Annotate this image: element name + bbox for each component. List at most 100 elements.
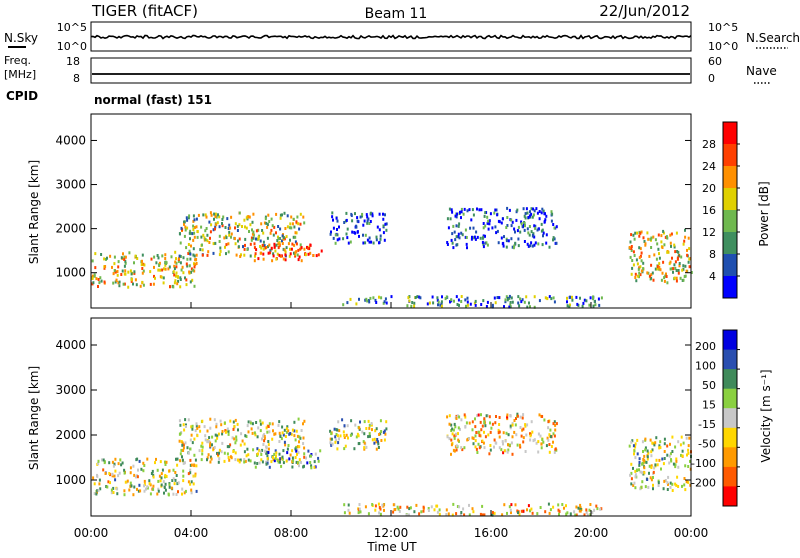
data-point (670, 244, 672, 248)
colorbar-tick-label: 16 (702, 204, 716, 217)
data-point (372, 241, 375, 245)
data-point (251, 220, 254, 224)
data-point (241, 439, 244, 443)
data-point (181, 265, 184, 269)
data-point (409, 506, 412, 510)
data-point (638, 266, 641, 270)
data-point (176, 457, 179, 461)
data-point (523, 221, 526, 225)
data-point (151, 469, 154, 473)
data-point (233, 237, 236, 241)
data-point (515, 433, 518, 437)
data-point (179, 241, 182, 245)
data-point (209, 230, 212, 234)
x-tick-label: 04:00 (174, 526, 209, 540)
data-point (357, 434, 360, 438)
data-point (263, 221, 266, 225)
data-point (646, 455, 649, 459)
data-point (458, 505, 461, 509)
data-point (656, 463, 659, 467)
data-point (639, 231, 642, 235)
data-point (184, 228, 187, 232)
data-point (436, 296, 439, 300)
data-point (346, 424, 349, 428)
data-point (456, 212, 459, 216)
data-point (238, 223, 241, 227)
data-point (156, 492, 159, 496)
data-point (383, 508, 385, 512)
data-point (124, 261, 127, 265)
data-point (282, 247, 285, 251)
data-point (345, 211, 348, 215)
data-point (485, 305, 488, 308)
data-point (278, 237, 281, 240)
data-point (536, 512, 539, 516)
data-point (646, 271, 649, 275)
data-point (172, 492, 175, 496)
data-point (259, 239, 262, 243)
data-point (463, 207, 466, 211)
data-point (234, 441, 237, 445)
data-point (329, 437, 332, 441)
data-point (229, 226, 232, 230)
data-point (684, 235, 687, 239)
data-point (505, 245, 508, 249)
data-point (295, 220, 298, 224)
data-point (458, 415, 461, 419)
data-point (97, 278, 100, 281)
data-point (506, 224, 509, 227)
colorbar-tick-label: 15 (702, 398, 716, 411)
data-point (514, 241, 517, 245)
data-point (671, 256, 673, 260)
data-point (630, 482, 633, 486)
data-point (652, 278, 655, 282)
data-point (194, 429, 197, 433)
colorbar-segment (723, 447, 737, 468)
data-point (161, 468, 164, 472)
data-point (358, 503, 361, 506)
data-point (523, 214, 526, 218)
data-point (474, 417, 476, 421)
data-point (663, 279, 666, 283)
data-point (529, 434, 532, 438)
data-point (253, 242, 256, 246)
data-point (510, 511, 512, 515)
data-point (541, 243, 544, 247)
data-point (247, 420, 250, 424)
data-point (644, 448, 647, 452)
data-point (277, 237, 280, 241)
data-point (501, 440, 504, 444)
data-point (295, 460, 298, 464)
data-point (331, 442, 334, 446)
data-point (194, 458, 197, 462)
data-point (100, 253, 103, 256)
data-point (459, 513, 462, 517)
data-point (476, 235, 479, 239)
data-point (137, 468, 139, 472)
date-label: 22/Jun/2012 (599, 2, 690, 20)
data-point (682, 267, 685, 271)
data-point (537, 440, 540, 444)
data-point (306, 461, 309, 465)
data-point (523, 300, 526, 304)
data-point (513, 419, 516, 422)
data-point (653, 253, 656, 257)
data-point (254, 252, 257, 256)
data-point (662, 487, 665, 491)
data-point (267, 443, 270, 447)
data-point (674, 482, 677, 486)
data-point (511, 245, 514, 249)
data-point (239, 458, 242, 462)
data-point (261, 421, 264, 425)
data-point (265, 460, 268, 464)
data-point (448, 437, 451, 441)
data-point (243, 253, 246, 257)
data-point (189, 458, 192, 462)
data-point (475, 230, 478, 234)
data-point (482, 242, 485, 246)
data-point (342, 430, 345, 434)
data-point (482, 245, 485, 249)
data-point (553, 420, 556, 424)
data-point (142, 262, 145, 266)
data-point (469, 302, 472, 306)
